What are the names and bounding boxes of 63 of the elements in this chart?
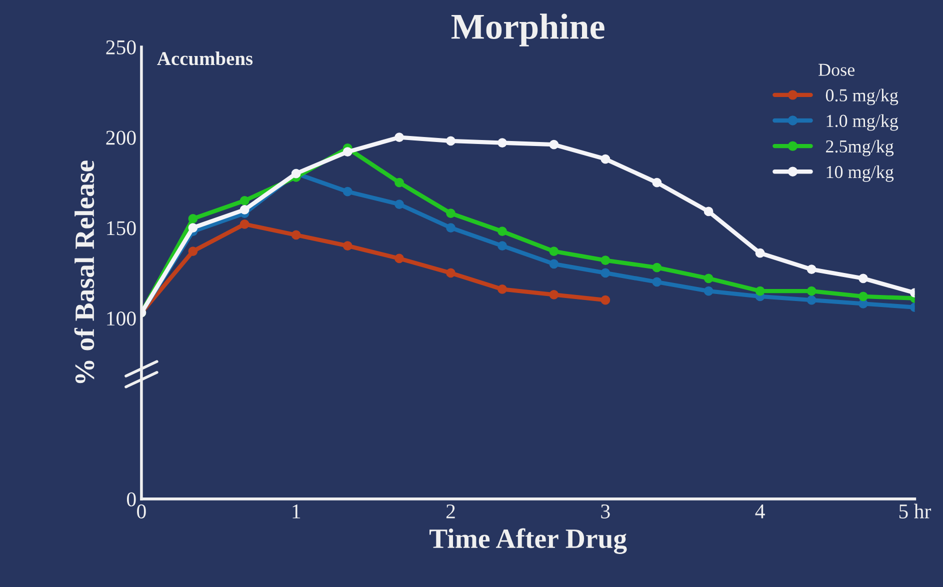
- point: [446, 268, 456, 278]
- y-tick-label: 250: [106, 40, 136, 54]
- point: [188, 223, 198, 232]
- point: [755, 286, 765, 296]
- point: [446, 136, 456, 146]
- point: [858, 292, 868, 302]
- point: [188, 214, 198, 224]
- legend-title: Dose: [818, 64, 854, 76]
- point: [704, 206, 714, 216]
- point: [498, 284, 507, 294]
- point: [600, 295, 610, 305]
- x-tick-label: 5 hr: [899, 504, 932, 518]
- x-tick-label: 0: [137, 504, 146, 518]
- point: [394, 254, 404, 264]
- legend-label: 1.0 mg/kg: [826, 114, 898, 131]
- point: [498, 138, 507, 148]
- point: [549, 246, 559, 256]
- point: [446, 208, 456, 218]
- legend-label: 2.5mg/kg: [826, 140, 894, 156]
- x-tick-label: 3: [601, 504, 610, 518]
- point: [858, 274, 868, 284]
- point: [342, 147, 352, 157]
- point: [806, 286, 816, 296]
- point: [652, 178, 662, 188]
- point: [600, 268, 610, 278]
- point: [240, 196, 250, 206]
- point: [342, 241, 352, 251]
- x-tick-label: 1: [292, 504, 300, 518]
- point: [704, 274, 714, 284]
- point: [806, 295, 816, 305]
- legend-label: 0.5 mg/kg: [826, 88, 898, 106]
- point: [600, 256, 610, 265]
- point: [240, 204, 250, 214]
- point: [342, 186, 352, 196]
- point: [394, 200, 404, 209]
- point: [600, 154, 610, 164]
- point: [755, 248, 765, 258]
- y-tick-label: 0: [126, 492, 136, 506]
- x-tick-label: 4: [755, 504, 765, 518]
- x-tick-label: 2: [446, 504, 455, 518]
- point: [394, 132, 404, 142]
- x-axis-title: Time After Drug: [429, 528, 627, 554]
- point: [704, 286, 714, 296]
- y-tick-label: 150: [107, 221, 136, 236]
- y-tick-label: 100: [107, 312, 136, 326]
- legend-label: 10 mg/kg: [826, 165, 894, 182]
- point: [394, 178, 404, 188]
- point: [652, 277, 662, 287]
- point: [240, 219, 250, 229]
- y-tick-label: 200: [106, 130, 136, 145]
- point: [498, 241, 507, 251]
- point: [498, 226, 507, 236]
- annotation: Accumbens: [157, 51, 253, 66]
- point: [806, 264, 816, 274]
- point: [652, 262, 662, 272]
- point: [188, 246, 198, 256]
- point: [291, 230, 301, 240]
- point: [446, 223, 456, 232]
- chart-title: Morphine: [451, 14, 604, 46]
- y-axis-title: % of Basal Release: [74, 160, 94, 384]
- point: [549, 259, 559, 269]
- point: [549, 290, 559, 300]
- point: [549, 140, 559, 150]
